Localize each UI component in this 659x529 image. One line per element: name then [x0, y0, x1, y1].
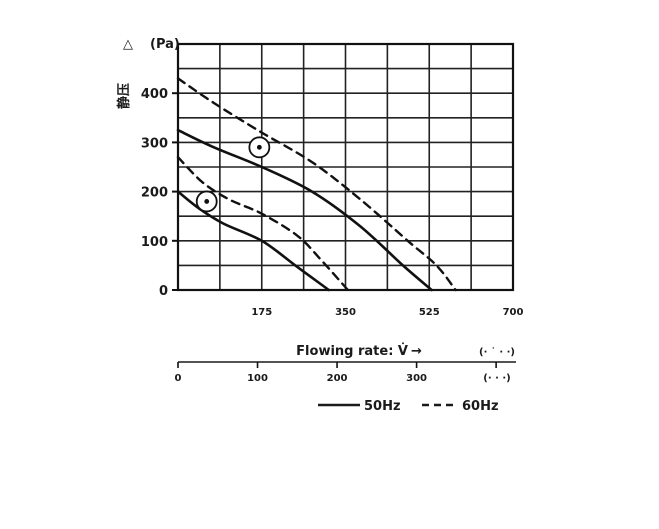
marker-dot [204, 199, 210, 204]
y-axis-label: 静压 [116, 83, 132, 109]
y-tick-label: 300 [141, 136, 168, 151]
y-axis-unit: (Pa) [150, 37, 180, 52]
plot-border [176, 42, 515, 292]
legend-label-60hz: 60Hz [462, 399, 499, 414]
secondary-x-axis-arrow: → [411, 344, 422, 359]
series-line-upper-60hz [176, 77, 457, 292]
series-line-lower-60hz [176, 156, 350, 292]
secondary-x-ticks: 0 100 200 300 [175, 362, 497, 384]
marker-dot [256, 144, 262, 150]
grid [178, 44, 513, 290]
legend-label-50hz: 50Hz [364, 399, 401, 414]
x-tick-labels: 175 350 525 700 [251, 307, 523, 318]
y-tick-label: 400 [141, 87, 168, 102]
markers [195, 136, 271, 213]
secondary-x-tick-label: 0 [175, 373, 182, 384]
x-tick-label: 700 [503, 307, 524, 318]
x-tick-label: 525 [419, 307, 440, 318]
legend: 50Hz 60Hz [318, 399, 499, 414]
plot-frame [176, 42, 515, 292]
secondary-x-unit-top: (· ˙ · ·) [479, 346, 515, 358]
y-tick-label: 0 [159, 284, 168, 299]
secondary-x-axis-label: Flowing rate: V̇ [296, 344, 408, 359]
secondary-x-tick-label: 200 [327, 373, 348, 384]
secondary-x-unit-bottom: (· · ·) [483, 373, 511, 384]
x-tick-label: 350 [335, 307, 356, 318]
y-axis-symbol: △ [123, 37, 133, 52]
x-tick-label: 175 [251, 307, 272, 318]
secondary-x-tick-label: 300 [406, 373, 427, 384]
series-line-upper-50hz [176, 128, 433, 292]
secondary-x-tick-label: 100 [247, 373, 268, 384]
y-tick-labels: 0 100 200 300 400 [141, 87, 178, 299]
y-tick-label: 200 [141, 186, 168, 201]
y-tick-label: 100 [141, 235, 168, 250]
